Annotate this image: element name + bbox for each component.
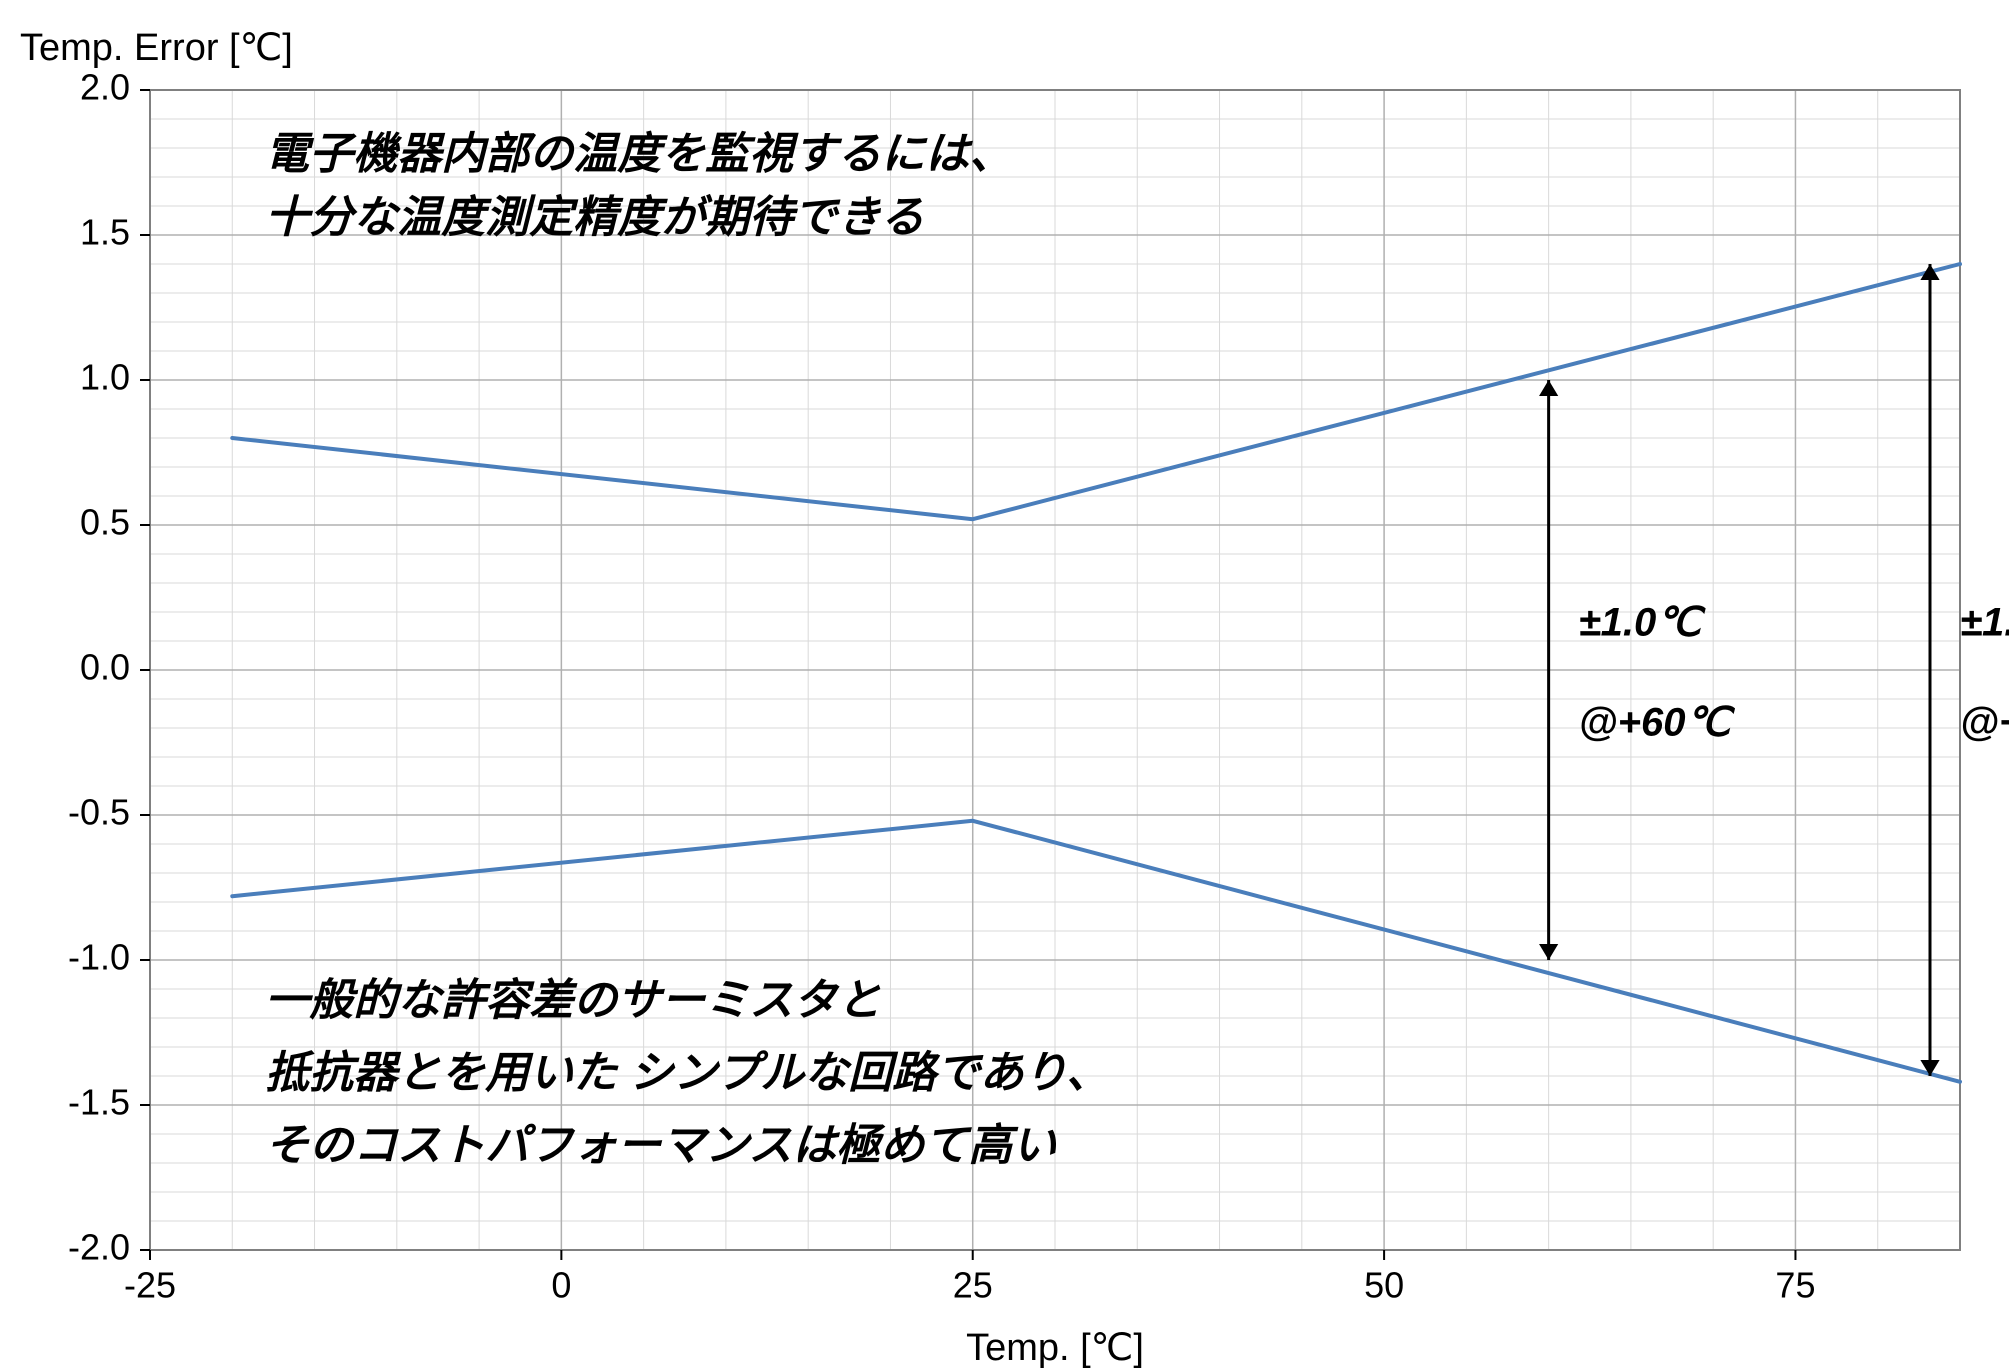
y-tick-label: 0.0 <box>80 647 130 688</box>
x-axis-title: Temp. [℃] <box>966 1327 1144 1369</box>
annotation-bottom-line3: そのコストパフォーマンスは極めて高い <box>265 1121 1058 1170</box>
annotation-top-line1: 電子機器内部の温度を監視するには、 <box>265 129 1013 178</box>
chart-container: -2.0 -1.5 -1.0 -0.5 0.0 0.5 1.0 1.5 2.0 -25 0 25 50 7… <box>0 0 2009 1371</box>
annotation-bottom-line2: 抵抗器とを用いた シンプルな回路であり、 <box>265 1049 1110 1098</box>
callout-60-top: ±1.0℃ <box>1579 601 1707 645</box>
line-chart: -2.0 -1.5 -1.0 -0.5 0.0 0.5 1.0 1.5 2.0 -25 0 25 50 7… <box>0 0 2009 1371</box>
y-tick-label: -2.0 <box>68 1227 130 1268</box>
x-tick-label: 50 <box>1364 1265 1404 1306</box>
annotation-top-line2: 十分な温度測定精度が期待できる <box>265 193 924 242</box>
y-axis-title: Temp. Error [℃] <box>20 27 293 69</box>
y-tick-label: -1.0 <box>68 937 130 978</box>
x-tick-label: -25 <box>124 1265 176 1306</box>
annotation-bottom-line1: 一般的な許容差のサーミスタと <box>265 976 881 1025</box>
x-tick-label: 75 <box>1775 1265 1815 1306</box>
y-tick-label: 2.0 <box>80 67 130 108</box>
callout-60-bottom: @+60℃ <box>1579 701 1736 745</box>
callout-85-bottom: @+85℃ <box>1960 701 2009 745</box>
y-tick-label: -0.5 <box>68 792 130 833</box>
y-tick-label: 1.0 <box>80 357 130 398</box>
x-tick-label: 25 <box>953 1265 993 1306</box>
y-tick-label: -1.5 <box>68 1082 130 1123</box>
y-tick-label: 0.5 <box>80 502 130 543</box>
x-tick-label: 0 <box>551 1265 571 1306</box>
y-tick-label: 1.5 <box>80 212 130 253</box>
callout-85-top: ±1.5℃ <box>1960 601 2009 645</box>
